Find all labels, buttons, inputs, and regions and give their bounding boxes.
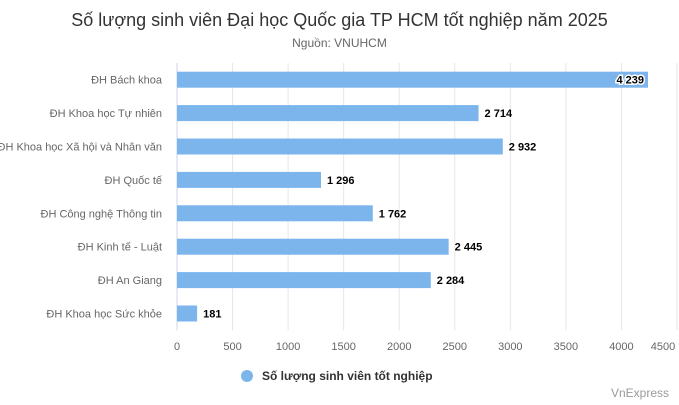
data-label: 2 932 — [509, 142, 537, 154]
legend-marker — [241, 370, 253, 382]
chart-title: Số lượng sinh viên Đại học Quốc gia TP H… — [71, 10, 608, 30]
x-tick-label: 3000 — [498, 341, 522, 353]
data-label: 2 445 — [455, 242, 483, 254]
data-label: 181 — [203, 309, 221, 321]
chart-subtitle: Nguồn: VNUHCM — [292, 36, 387, 50]
bar — [177, 105, 479, 122]
bar — [177, 171, 321, 188]
x-tick-label: 1500 — [331, 341, 355, 353]
data-label: 1 296 — [327, 175, 355, 187]
category-label: ĐH An Giang — [98, 275, 162, 287]
bar — [177, 305, 198, 322]
category-label: ĐH Khoa học Tự nhiên — [50, 108, 162, 120]
data-label: 1 762 — [379, 208, 407, 220]
x-tick-label: 1000 — [276, 341, 300, 353]
x-tick-label: 500 — [223, 341, 241, 353]
x-tick-label: 2000 — [387, 341, 411, 353]
credit-link[interactable]: VnExpress — [610, 386, 669, 400]
x-tick-label: 4500 — [651, 341, 675, 353]
legend-item[interactable]: Số lượng sinh viên tốt nghiệp — [262, 369, 433, 383]
category-label: ĐH Quốc tế — [105, 175, 162, 187]
x-tick-label: 3500 — [554, 341, 578, 353]
category-label: ĐH Khoa học Sức khỏe — [46, 309, 162, 321]
bar — [177, 205, 373, 222]
category-label: ĐH Bách khoa — [91, 75, 163, 87]
data-label: 4 239 — [616, 75, 644, 87]
data-label: 2 284 — [437, 275, 465, 287]
bar — [177, 138, 503, 155]
category-label: ĐH Kinh tế - Luật — [78, 242, 162, 254]
category-label: ĐH Công nghệ Thông tin — [41, 208, 163, 220]
bar — [177, 71, 648, 88]
x-tick-label: 0 — [174, 341, 180, 353]
category-label: ĐH Khoa học Xã hội và Nhân văn — [0, 142, 162, 154]
data-label: 2 714 — [485, 108, 513, 120]
x-tick-label: 2500 — [443, 341, 467, 353]
x-tick-label: 4000 — [609, 341, 633, 353]
bar — [177, 238, 449, 255]
bar — [177, 272, 431, 289]
